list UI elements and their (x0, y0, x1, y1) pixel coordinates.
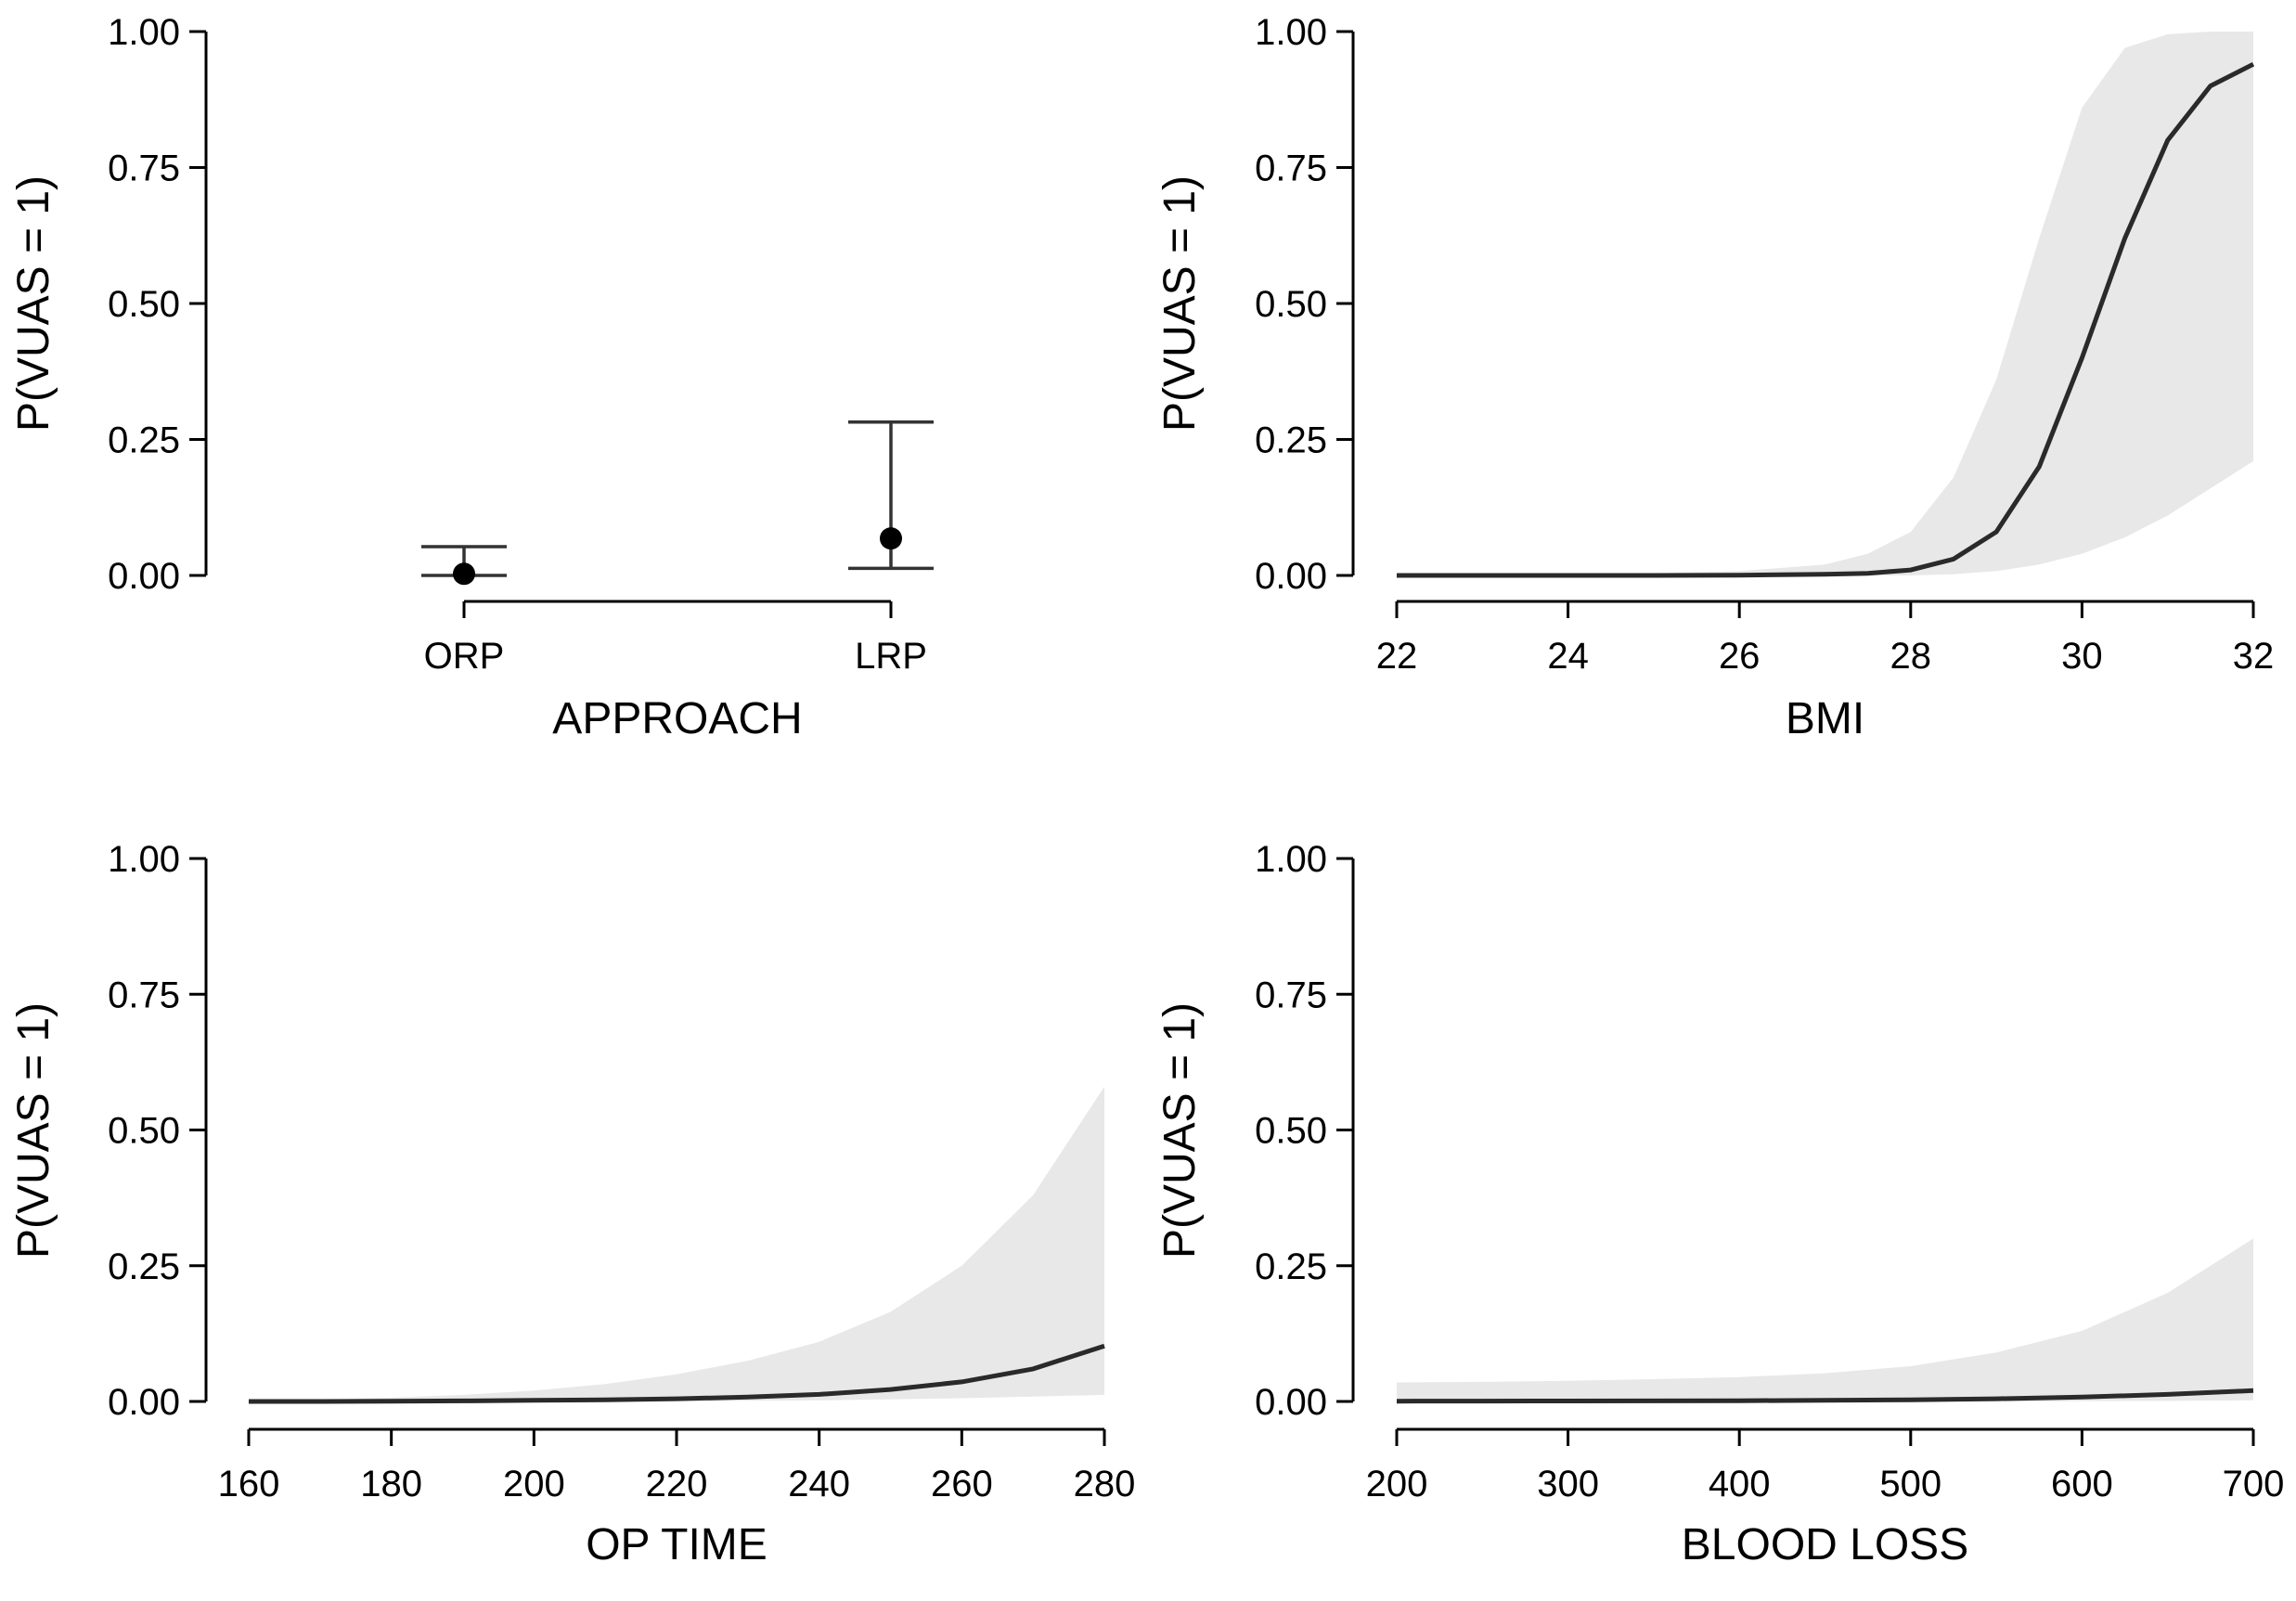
x-tick-label-bmi: 24 (1547, 636, 1589, 677)
x-tick-label-op-time: 160 (218, 1464, 280, 1504)
x-tick-label-op-time: 260 (931, 1464, 993, 1504)
y-tick-label-blood-loss: 0.25 (1255, 1246, 1327, 1287)
y-tick-label-approach: 1.00 (108, 12, 180, 53)
panel-op-time: 0.00 0.25 0.50 0.75 1.00 P(VUAS = 1) 160 180 200… (9, 839, 1135, 1569)
y-tick-label-op-time: 0.50 (108, 1111, 180, 1152)
panel-approach: 0.00 0.25 0.50 0.75 1.00 P(VUAS = 1) ORP LRP APP… (9, 12, 934, 743)
y-tick-label-op-time: 1.00 (108, 839, 180, 880)
x-tick-label-blood-loss: 200 (1366, 1464, 1428, 1504)
y-tick-label-blood-loss: 1.00 (1255, 839, 1327, 880)
x-axis-label-blood-loss: BLOOD LOSS (1682, 1520, 1968, 1569)
panel-blood-loss: 0.00 0.25 0.50 0.75 1.00 P(VUAS = 1) 200 300 400… (1155, 839, 2284, 1569)
x-tick-label-op-time: 200 (503, 1464, 565, 1504)
x-tick-label-bmi: 26 (1719, 636, 1761, 677)
y-tick-label-blood-loss: 0.50 (1255, 1111, 1327, 1152)
x-tick-label-blood-loss: 400 (1709, 1464, 1771, 1504)
x-tick-label-blood-loss: 300 (1537, 1464, 1599, 1504)
y-tick-label-blood-loss: 0.00 (1255, 1382, 1327, 1423)
y-tick-label-bmi: 1.00 (1255, 12, 1327, 53)
point-orp (453, 562, 475, 586)
y-tick-label-bmi: 0.50 (1255, 284, 1327, 325)
fitted-curve-op-time (249, 1343, 1105, 1404)
confidence-band-op-time (249, 1086, 1104, 1401)
point-lrp (880, 527, 902, 550)
x-tick-label-bmi: 30 (2061, 636, 2103, 677)
fitted-curve-bmi (1397, 61, 2255, 578)
y-tick-label-op-time: 0.00 (108, 1382, 180, 1423)
x-tick-label-op-time: 240 (788, 1464, 850, 1504)
x-tick-label-op-time: 180 (360, 1464, 422, 1504)
y-tick-label-approach: 0.25 (108, 420, 180, 461)
y-tick-label-bmi: 0.25 (1255, 420, 1327, 461)
x-tick-label-op-time: 220 (646, 1464, 708, 1504)
fitted-curve-blood-loss (1396, 1388, 2254, 1404)
x-tick-label-approach: ORP (424, 636, 505, 677)
x-tick-label-blood-loss: 600 (2051, 1464, 2113, 1504)
x-axis-label-op-time: OP TIME (586, 1520, 767, 1569)
y-axis-label-op-time: P(VUAS = 1) (9, 1002, 58, 1259)
confidence-band-blood-loss (1397, 1238, 2253, 1401)
x-axis-label-bmi: BMI (1786, 694, 1864, 743)
x-tick-label-bmi: 28 (1890, 636, 1932, 677)
x-tick-label-bmi: 22 (1376, 636, 1418, 677)
error-bar-orp (421, 545, 507, 586)
y-axis-label-blood-loss: P(VUAS = 1) (1155, 1002, 1205, 1259)
y-tick-label-bmi: 0.00 (1255, 556, 1327, 597)
error-bar-lrp (848, 420, 934, 571)
x-tick-label-bmi: 32 (2233, 636, 2275, 677)
y-tick-label-approach: 0.00 (108, 556, 180, 597)
x-tick-label-blood-loss: 700 (2223, 1464, 2285, 1504)
y-axis-label-bmi: P(VUAS = 1) (1155, 175, 1205, 432)
x-tick-label-blood-loss: 500 (1879, 1464, 1941, 1504)
x-tick-label-approach: LRP (855, 636, 927, 677)
x-tick-label-op-time: 280 (1074, 1464, 1136, 1504)
y-tick-label-approach: 0.75 (108, 148, 180, 189)
y-axis-label-approach: P(VUAS = 1) (9, 175, 58, 432)
y-tick-label-bmi: 0.75 (1255, 148, 1327, 189)
panel-bmi: 0.00 0.25 0.50 0.75 1.00 P(VUAS = 1) 22 24 26 28 3… (1155, 12, 2274, 743)
confidence-band-bmi (1397, 32, 2253, 575)
x-axis-label-approach: APPROACH (552, 694, 802, 743)
y-tick-label-op-time: 0.25 (108, 1246, 180, 1287)
y-tick-label-op-time: 0.75 (108, 975, 180, 1015)
y-tick-label-blood-loss: 0.75 (1255, 975, 1327, 1015)
y-tick-label-approach: 0.50 (108, 284, 180, 325)
